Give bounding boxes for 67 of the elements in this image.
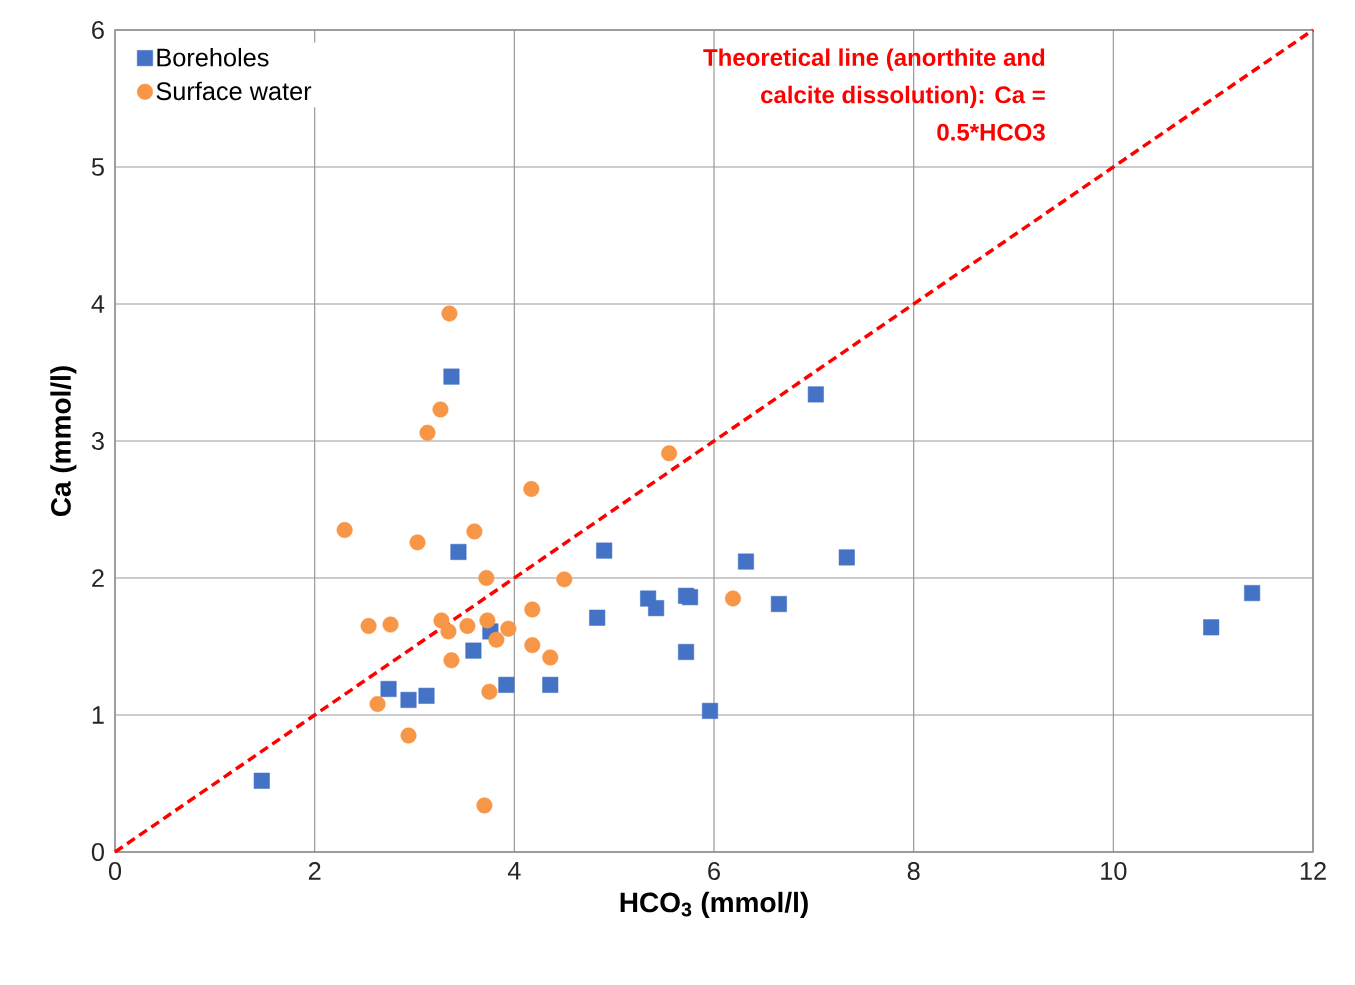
legend-label: Boreholes bbox=[157, 47, 269, 67]
y-tick-label: 4 bbox=[91, 295, 105, 313]
point bbox=[476, 797, 493, 814]
point bbox=[648, 600, 665, 617]
point bbox=[523, 480, 540, 497]
point bbox=[770, 596, 787, 613]
x-axis-title: HCO$_{3}$ (mmol/l) bbox=[620, 891, 808, 918]
annotation: Theoretical line (anorthite and calcite dissolution): Ca = 0.5*HCO3 bbox=[703, 48, 1045, 141]
point bbox=[466, 523, 483, 540]
point bbox=[432, 401, 449, 418]
point bbox=[500, 620, 517, 637]
point bbox=[478, 569, 495, 586]
point bbox=[441, 305, 458, 322]
point bbox=[433, 612, 450, 629]
y-tick-label: 0 bbox=[91, 843, 104, 861]
x-tick-label: 12 bbox=[1300, 862, 1326, 880]
point bbox=[678, 643, 695, 660]
point bbox=[400, 727, 417, 744]
point bbox=[465, 642, 482, 659]
point bbox=[443, 652, 460, 669]
point bbox=[419, 424, 436, 441]
point bbox=[409, 534, 426, 551]
point bbox=[807, 386, 824, 403]
point bbox=[737, 553, 754, 570]
point bbox=[440, 623, 457, 640]
point bbox=[488, 631, 505, 648]
point bbox=[498, 676, 515, 693]
point bbox=[524, 601, 541, 618]
point bbox=[524, 637, 541, 654]
x-tick-label: 0 bbox=[108, 862, 122, 880]
y-tick-label: 2 bbox=[92, 569, 104, 587]
point bbox=[253, 772, 270, 789]
point bbox=[556, 571, 573, 588]
x-tick-label: 2 bbox=[308, 862, 321, 880]
point bbox=[382, 616, 399, 633]
point bbox=[1244, 585, 1261, 602]
legend-label: Surface water bbox=[156, 81, 312, 101]
point bbox=[360, 617, 377, 634]
point bbox=[838, 549, 855, 566]
x-tick-label: 4 bbox=[507, 862, 521, 880]
y-tick-label: 5 bbox=[91, 158, 104, 176]
point bbox=[589, 609, 606, 626]
y-tick-label: 1 bbox=[92, 706, 104, 724]
point bbox=[336, 522, 353, 539]
point bbox=[400, 691, 417, 708]
x-tick-label: 6 bbox=[708, 862, 720, 880]
point bbox=[661, 445, 678, 462]
point bbox=[459, 617, 476, 634]
point bbox=[596, 542, 613, 559]
y-tick-label: 6 bbox=[92, 21, 104, 39]
point bbox=[542, 676, 559, 693]
x-tick-label: 8 bbox=[907, 862, 920, 880]
y-axis-title: Ca (mmol/l) bbox=[50, 366, 77, 517]
point bbox=[702, 702, 719, 719]
point bbox=[443, 368, 460, 385]
point bbox=[369, 696, 386, 713]
point bbox=[542, 649, 559, 666]
point bbox=[380, 680, 397, 697]
x-tick-label: 10 bbox=[1101, 862, 1127, 880]
point bbox=[724, 590, 741, 607]
point bbox=[479, 612, 496, 629]
point bbox=[450, 543, 467, 560]
point bbox=[682, 589, 699, 606]
point bbox=[418, 687, 435, 704]
point bbox=[481, 683, 498, 700]
y-tick-label: 3 bbox=[91, 432, 104, 450]
point bbox=[1203, 619, 1220, 636]
